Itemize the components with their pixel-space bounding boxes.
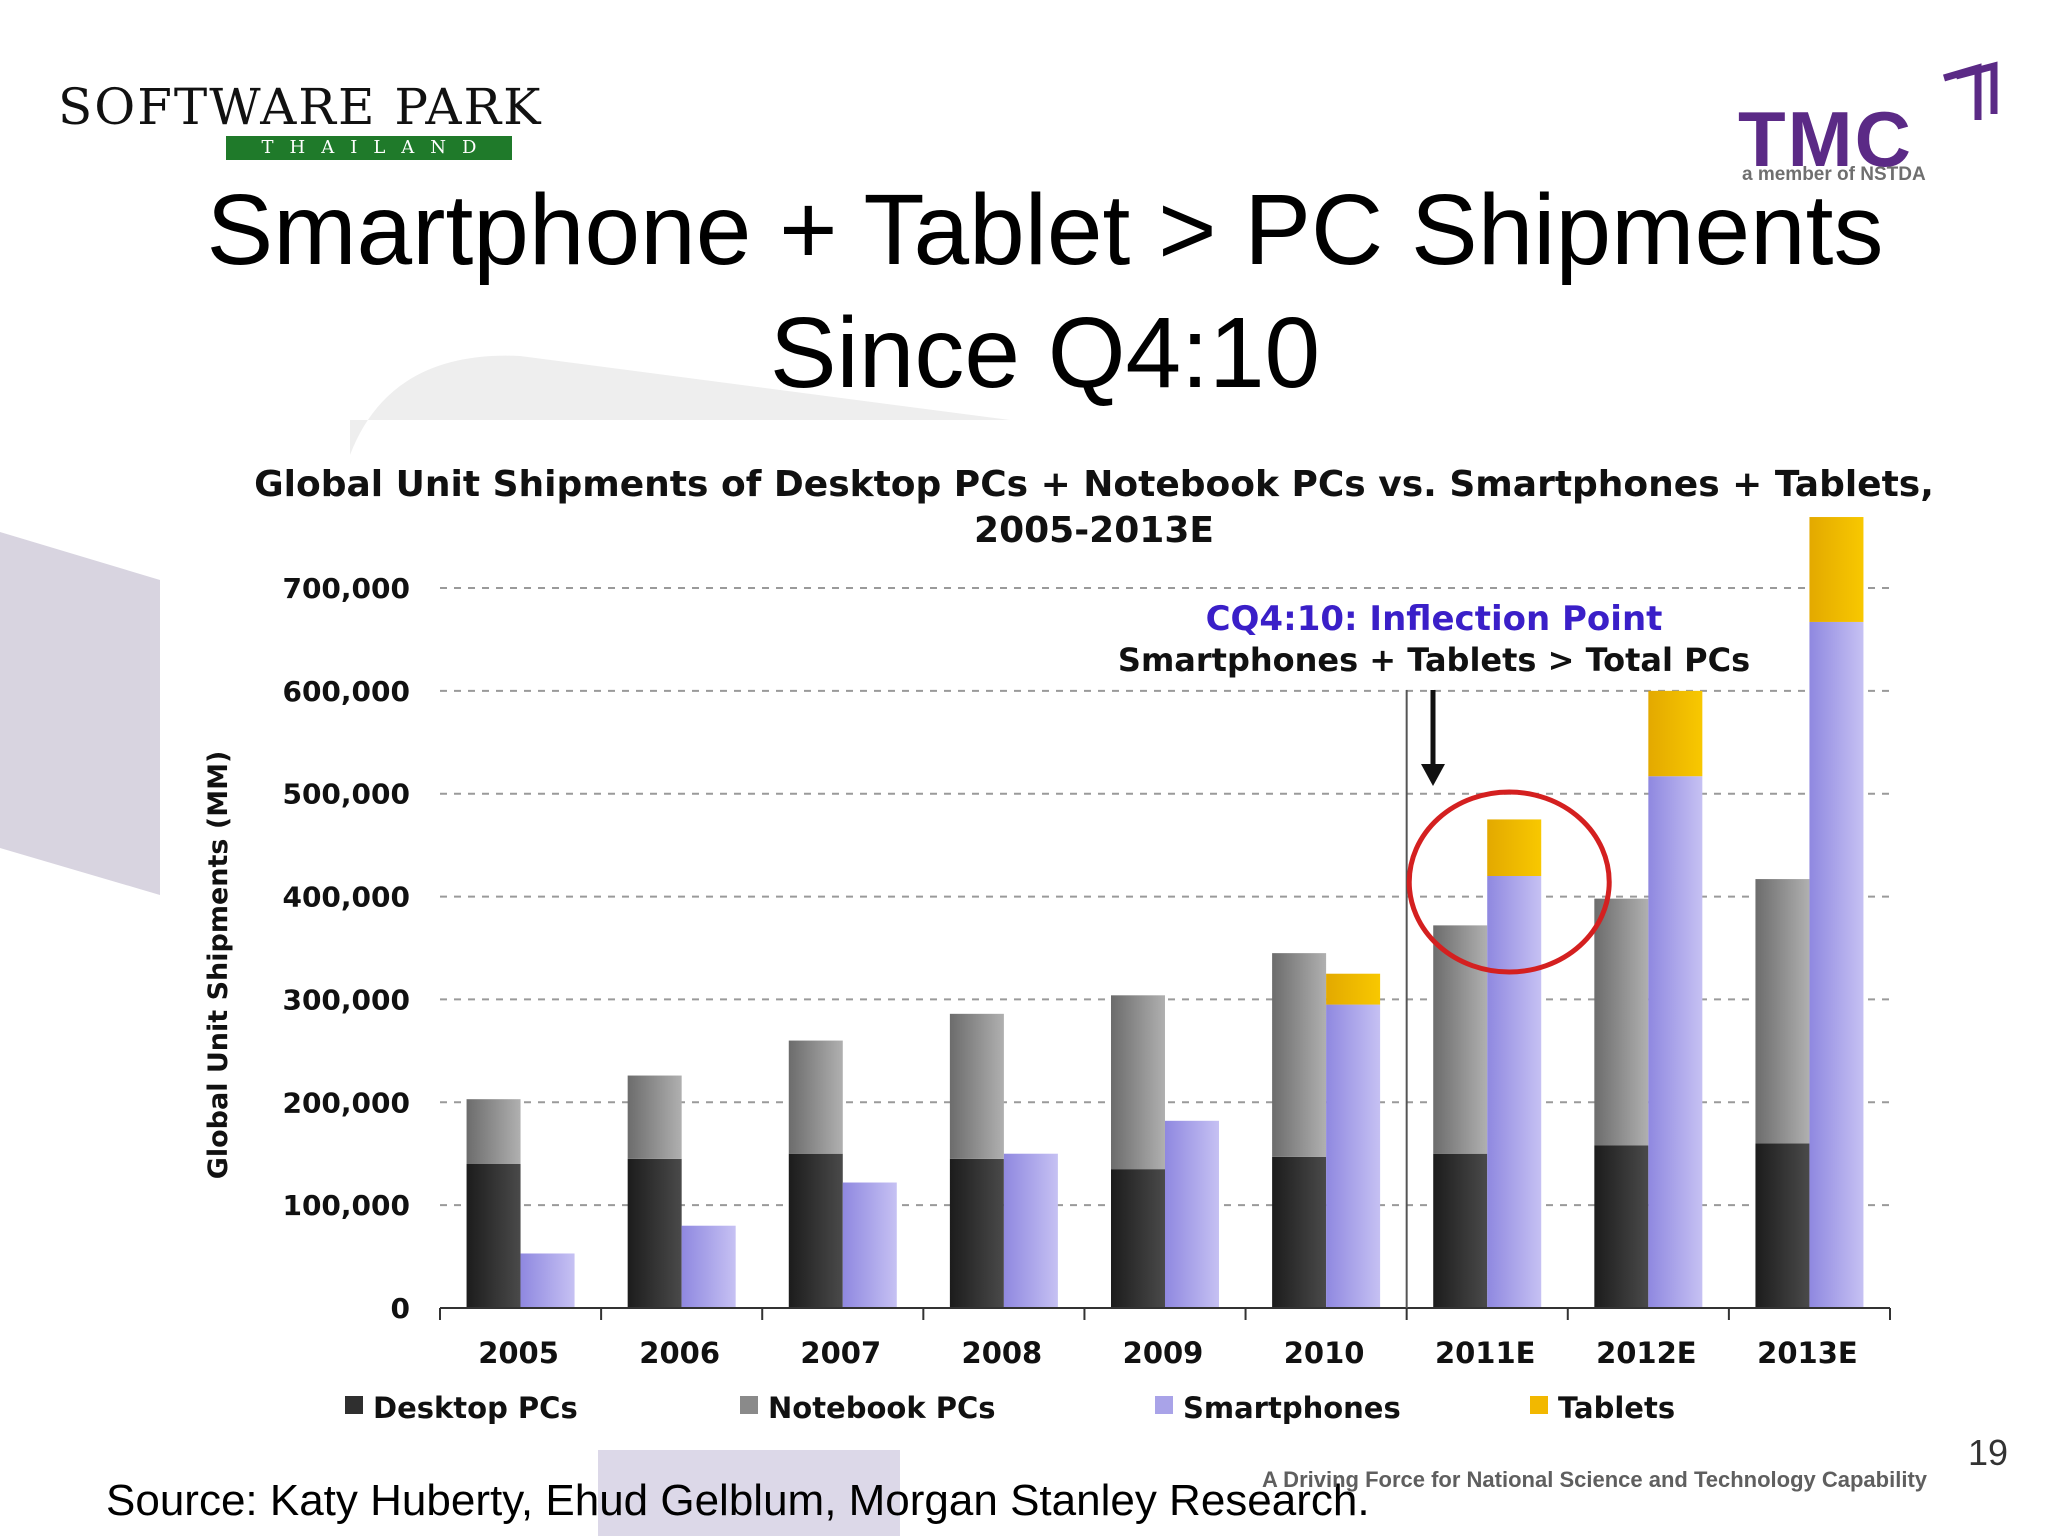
y-tick-label: 600,000 <box>282 675 410 708</box>
x-tick-label: 2005 <box>478 1336 559 1370</box>
legend: Desktop PCs Notebook PCs Smartphones Tablet… <box>345 1391 1675 1425</box>
annotation: CQ4:10: Inflection Point Smartphones + T… <box>1118 599 1750 1308</box>
bar-tablets-2012e <box>1648 690 1703 777</box>
arrow-down-icon <box>1421 764 1445 786</box>
chart-title-line2: 2005-2013E <box>974 510 1214 551</box>
legend-swatch-smartphones <box>1155 1396 1173 1414</box>
legend-label-notebook-pcs: Notebook PCs <box>768 1391 996 1425</box>
legend-swatch-notebook-pcs <box>740 1396 758 1414</box>
x-tick-label: 2006 <box>639 1336 720 1370</box>
y-tick-label: 400,000 <box>282 881 410 914</box>
y-tick-label: 0 <box>391 1292 410 1325</box>
bar-notebook-pcs-2012e <box>1594 898 1649 1146</box>
x-axis: 2005 2006 2007 2008 2009 2010 2011E 2012E 2013E <box>439 1307 1891 1370</box>
bar-desktop-pcs-2013e <box>1755 1143 1810 1308</box>
tmc-wordmark: TMC <box>1738 95 1913 183</box>
page-number: 19 <box>1968 1432 2009 1473</box>
left-wedge-shape <box>0 532 160 895</box>
tmc-tagline: a member of NSTDA <box>1742 164 1926 185</box>
bar-desktop-pcs-2008 <box>949 1158 1004 1308</box>
bar-notebook-pcs-2011e <box>1433 925 1488 1154</box>
y-tick-label: 200,000 <box>282 1086 410 1119</box>
bars <box>466 517 1864 1308</box>
bar-desktop-pcs-2010 <box>1272 1156 1327 1308</box>
legend-swatch-tablets <box>1530 1396 1548 1414</box>
bar-notebook-pcs-2013e <box>1755 879 1810 1144</box>
tmc-stripes-icon <box>1943 61 1998 120</box>
legend-label-desktop-pcs: Desktop PCs <box>373 1391 578 1425</box>
legend-label-smartphones: Smartphones <box>1183 1391 1401 1425</box>
slide-title-line2: Since Q4:10 <box>769 297 1321 409</box>
bar-smartphones-2012e <box>1648 776 1703 1308</box>
bottom-block-shape <box>598 1450 900 1536</box>
bar-tablets-2010 <box>1326 973 1381 1005</box>
bar-desktop-pcs-2009 <box>1111 1169 1165 1308</box>
y-tick-label: 500,000 <box>282 778 410 811</box>
legend-label-tablets: Tablets <box>1558 1391 1675 1425</box>
x-tick-label: 2007 <box>800 1336 881 1370</box>
bar-desktop-pcs-2006 <box>627 1158 682 1308</box>
footer-tagline: A Driving Force for National Science and… <box>1262 1467 1928 1492</box>
bar-smartphones-2008 <box>1003 1153 1058 1308</box>
bar-desktop-pcs-2011e <box>1433 1153 1488 1308</box>
chart-title-line1: Global Unit Shipments of Desktop PCs + N… <box>254 464 1934 505</box>
bar-smartphones-2009 <box>1165 1120 1219 1308</box>
bar-smartphones-2011e <box>1487 876 1542 1308</box>
bar-desktop-pcs-2005 <box>466 1164 521 1308</box>
bar-notebook-pcs-2005 <box>466 1099 521 1164</box>
bar-notebook-pcs-2010 <box>1272 953 1327 1157</box>
x-tick-label: 2011E <box>1435 1336 1536 1370</box>
bar-smartphones-2005 <box>520 1253 575 1308</box>
y-tick-label: 100,000 <box>282 1189 410 1222</box>
logo-sub-bar <box>226 136 512 160</box>
y-tick-label: 700,000 <box>282 572 410 605</box>
x-tick-label: 2008 <box>962 1336 1043 1370</box>
bar-notebook-pcs-2006 <box>627 1075 682 1159</box>
bar-smartphones-2010 <box>1326 1004 1381 1308</box>
annotation-line2: Smartphones + Tablets > Total PCs <box>1118 641 1750 679</box>
y-tick-labels: 0 100,000 200,000 300,000 400,000 500,000 600,… <box>282 572 410 1325</box>
bar-desktop-pcs-2012e <box>1594 1145 1649 1308</box>
logo-wordmark: SOFTWARE PARK <box>58 78 543 136</box>
bar-desktop-pcs-2007 <box>788 1153 843 1308</box>
y-tick-label: 300,000 <box>282 983 410 1016</box>
bar-tablets-2011e <box>1487 819 1542 876</box>
bar-smartphones-2006 <box>681 1225 736 1308</box>
source-citation: Source: Katy Huberty, Ehud Gelblum, Morg… <box>106 1476 1370 1525</box>
x-tick-label: 2010 <box>1284 1336 1365 1370</box>
bar-notebook-pcs-2009 <box>1111 995 1165 1170</box>
software-park-logo: SOFTWARE PARK THAILAND <box>58 82 541 162</box>
annotation-line1: CQ4:10: Inflection Point <box>1206 599 1663 639</box>
tmc-logo: TMC a member of NSTDA <box>1738 60 2008 190</box>
bar-tablets-2013e <box>1809 517 1864 622</box>
swoosh-shape <box>350 355 1010 455</box>
x-tick-label: 2009 <box>1123 1336 1204 1370</box>
y-axis-title: Global Unit Shipments (MM) <box>203 751 234 1180</box>
bar-smartphones-2007 <box>842 1182 897 1308</box>
slide-title-line1: Smartphone + Tablet > PC Shipments <box>206 174 1884 286</box>
highlight-circle <box>1406 789 1612 975</box>
bar-smartphones-2013e <box>1809 621 1864 1308</box>
legend-swatch-desktop-pcs <box>345 1396 363 1414</box>
logo-subtext: THAILAND <box>261 137 493 158</box>
x-tick-label: 2013E <box>1757 1336 1858 1370</box>
bar-notebook-pcs-2007 <box>788 1040 843 1154</box>
x-tick-label: 2012E <box>1596 1336 1697 1370</box>
bar-notebook-pcs-2008 <box>949 1013 1004 1159</box>
